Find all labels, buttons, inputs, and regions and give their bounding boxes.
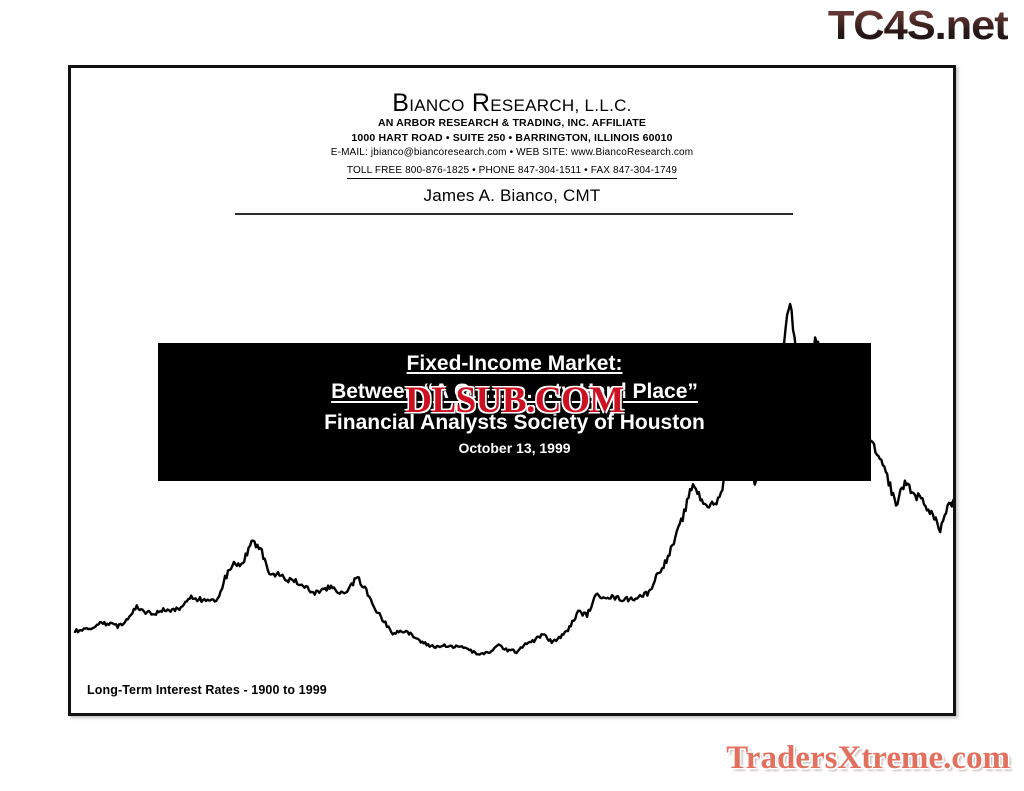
letterhead: BIANCO RESEARCH, L.L.C. AN ARBOR RESEARC… <box>71 90 953 206</box>
phones-line-wrap: TOLL FREE 800-876-1825 • PHONE 847-304-1… <box>71 160 953 180</box>
firm-name-b: B <box>392 89 410 117</box>
tradersxtreme-watermark: TradersXtreme.com <box>726 740 1010 776</box>
presentation-title-block: Fixed-Income Market: Between “A G…………ty … <box>158 343 871 481</box>
slide-frame: BIANCO RESEARCH, L.L.C. AN ARBOR RESEARC… <box>68 65 956 716</box>
contact-line: E-MAIL: jbianco@biancoresearch.com • WEB… <box>330 147 694 159</box>
affiliate-line: AN ARBOR RESEARCH & TRADING, INC. AFFILI… <box>378 117 646 130</box>
title-line-date: October 13, 1999 <box>458 439 571 456</box>
analyst-name: James A. Bianco, CMT <box>423 186 601 206</box>
tc4s-watermark: TC4S.net <box>828 2 1009 48</box>
firm-name-esearch: ESEARCH, L.L.C. <box>490 96 632 115</box>
firm-name-ianco: IANCO <box>409 96 465 115</box>
title-line-subject: Fixed-Income Market: <box>406 352 623 375</box>
firm-name-r: R <box>471 89 491 117</box>
title-line-venue: Financial Analysts Society of Houston <box>324 410 705 434</box>
phones-line: TOLL FREE 800-876-1825 • PHONE 847-304-1… <box>346 164 678 180</box>
chart-caption: Long-Term Interest Rates - 1900 to 1999 <box>87 683 327 697</box>
header-divider <box>235 213 793 215</box>
address-line: 1000 HART ROAD • SUITE 250 • BARRINGTON,… <box>351 132 673 145</box>
firm-name: BIANCO RESEARCH, L.L.C. <box>71 90 953 116</box>
title-line-theme: Between “A G…………ty Hard Place” <box>331 380 698 404</box>
